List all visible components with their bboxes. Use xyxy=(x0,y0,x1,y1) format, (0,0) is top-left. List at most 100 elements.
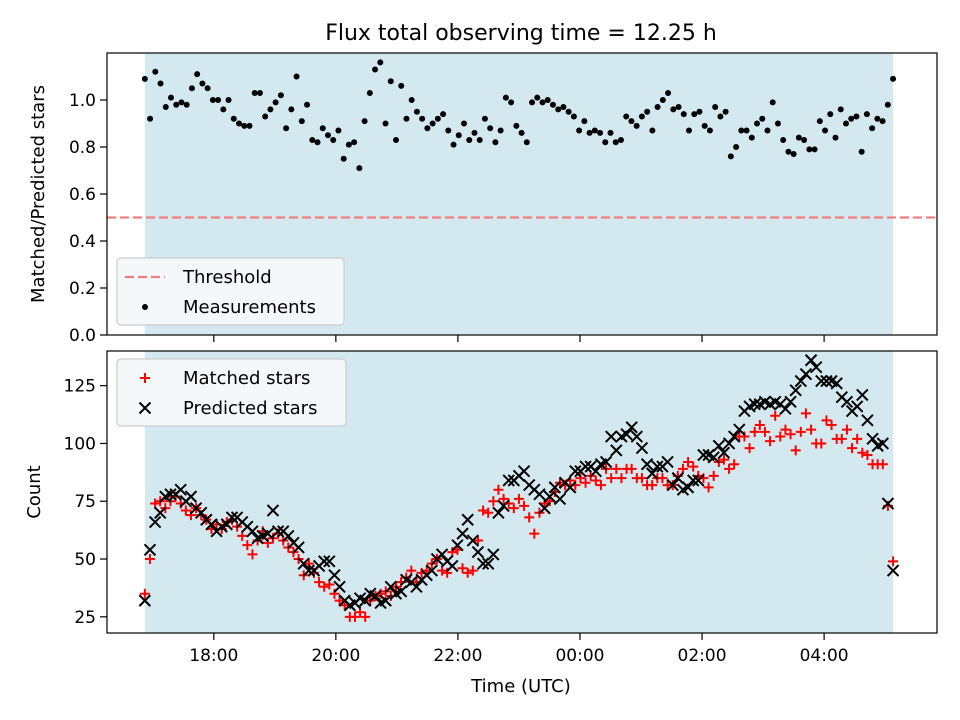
y-tick-label: 75 xyxy=(74,492,96,512)
measurement-point xyxy=(487,125,494,132)
predicted-stars-point xyxy=(707,451,720,464)
measurement-point xyxy=(413,108,420,115)
matched-stars-point xyxy=(144,554,155,565)
measurement-point xyxy=(466,136,473,143)
predicted-stars-point xyxy=(727,430,741,443)
measurement-point xyxy=(863,111,870,118)
y-tick-label: 0.6 xyxy=(69,185,96,205)
measurement-point xyxy=(361,118,368,125)
predicted-stars-point xyxy=(640,458,654,471)
measurement-point xyxy=(408,97,415,103)
measurement-point xyxy=(314,139,321,146)
measurement-point xyxy=(837,106,844,113)
predicted-stars-point xyxy=(881,497,895,510)
predicted-stars-point xyxy=(148,515,162,529)
predicted-stars-point xyxy=(446,559,459,573)
measurement-point xyxy=(738,127,745,134)
predicted-stars-point xyxy=(451,538,464,552)
matched-stars-point xyxy=(513,493,524,504)
predicted-stars-point xyxy=(697,448,710,462)
y-tick-label: 0.2 xyxy=(69,279,96,299)
matched-stars-point xyxy=(857,447,868,458)
matched-stars-point xyxy=(519,500,530,511)
predicted-stars-point xyxy=(799,367,813,381)
measurement-point xyxy=(869,125,876,132)
predicted-stars-point xyxy=(840,395,854,409)
measurement-point xyxy=(727,153,734,160)
predicted-stars-point xyxy=(681,481,695,494)
measurement-point xyxy=(523,139,530,146)
legend-label: Threshold xyxy=(182,267,272,288)
matched-stars-point xyxy=(180,505,191,516)
matched-stars-point xyxy=(575,473,586,484)
matched-stars-point xyxy=(303,558,314,569)
measurement-point xyxy=(450,141,457,148)
measurement-point xyxy=(680,111,687,118)
matched-stars-point xyxy=(616,473,627,484)
predicted-stars-point xyxy=(809,360,823,374)
predicted-stars-point xyxy=(497,499,510,513)
predicted-stars-point xyxy=(789,384,802,397)
matched-stars-point xyxy=(360,611,371,622)
predicted-stars-point xyxy=(666,478,679,492)
predicted-stars-point xyxy=(661,455,674,469)
measurement-point xyxy=(534,94,541,101)
matched-stars-point xyxy=(765,436,776,447)
matched-stars-point xyxy=(657,473,668,484)
measurement-point xyxy=(539,99,546,106)
measurement-point xyxy=(508,99,515,106)
measurement-point xyxy=(392,136,399,143)
matched-stars-point xyxy=(847,443,858,454)
measurement-point xyxy=(434,115,441,122)
measurement-point xyxy=(780,136,787,143)
predicted-stars-point xyxy=(543,490,556,503)
predicted-stars-point xyxy=(435,548,449,561)
measurement-point xyxy=(356,165,363,172)
predicted-stars-point xyxy=(266,504,280,517)
matched-stars-point xyxy=(324,579,335,590)
measurement-point xyxy=(586,129,593,136)
predicted-stars-point xyxy=(794,374,808,388)
predicted-stars-point xyxy=(466,534,480,547)
measurement-point xyxy=(251,89,258,96)
x-tick-label: 18:00 xyxy=(189,646,238,666)
measurement-point xyxy=(822,127,829,134)
matched-stars-point xyxy=(683,456,694,467)
predicted-stars-point xyxy=(651,460,664,473)
matched-stars-point xyxy=(790,445,801,456)
matched-stars-point xyxy=(334,595,345,606)
measurement-point xyxy=(241,122,248,129)
measurement-point xyxy=(246,122,253,129)
measurement-point xyxy=(256,89,263,96)
measurement-point xyxy=(832,134,839,141)
measurement-point xyxy=(816,118,823,125)
matched-stars-point xyxy=(785,429,796,440)
matched-stars-point xyxy=(877,459,888,470)
predicted-stars-point xyxy=(297,557,310,570)
predicted-stars-point xyxy=(686,474,700,487)
measurement-point xyxy=(162,104,169,111)
predicted-stars-point xyxy=(328,569,341,582)
measurement-point xyxy=(717,113,724,120)
predicted-stars-point xyxy=(333,580,346,593)
measurement-point xyxy=(324,132,331,139)
measurement-point xyxy=(476,136,483,143)
legend-box xyxy=(116,257,345,326)
matched-stars-point xyxy=(754,419,765,430)
predicted-stars-point xyxy=(517,464,531,478)
matched-stars-point xyxy=(626,463,637,474)
predicted-stars-point xyxy=(625,421,638,434)
measurement-point xyxy=(141,75,148,82)
predicted-stars-point xyxy=(630,430,644,443)
matched-stars-point xyxy=(606,473,617,484)
matched-stars-point xyxy=(729,459,740,470)
matched-stars-point xyxy=(852,433,863,444)
matched-stars-point xyxy=(488,496,499,507)
matched-stars-point xyxy=(529,528,540,539)
measurement-point xyxy=(759,115,766,122)
y-tick-label: 1.0 xyxy=(69,91,96,111)
measurement-point xyxy=(743,127,750,134)
measurement-point xyxy=(272,99,279,106)
predicted-stars-point xyxy=(282,529,295,543)
measurement-point xyxy=(204,85,211,92)
